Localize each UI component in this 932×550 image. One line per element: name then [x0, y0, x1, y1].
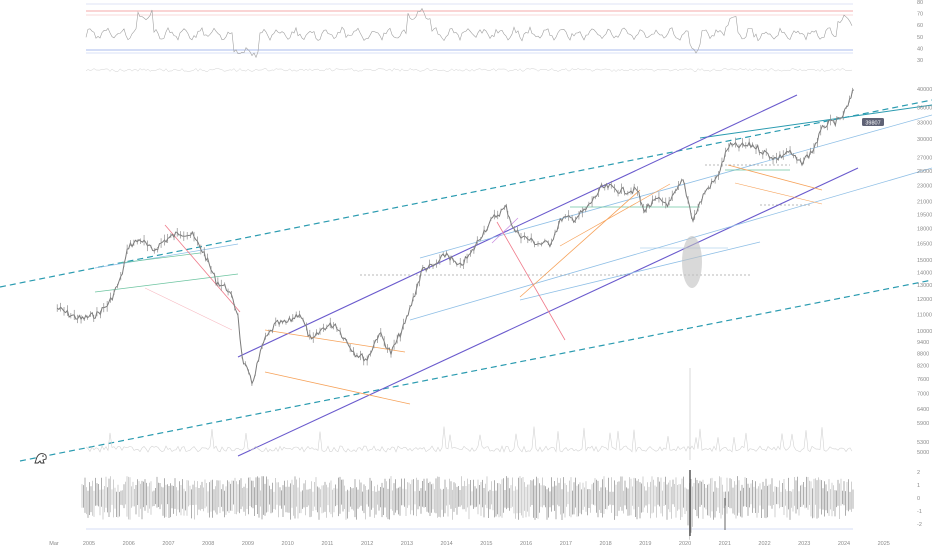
- time-tick-label: 2009: [242, 541, 254, 547]
- pink-decline-2007b[interactable]: [144, 287, 233, 331]
- histogram-tick-label: 1: [917, 483, 920, 489]
- price-tick-label: 7000: [917, 391, 929, 397]
- time-axis-labels: Mar 2005 2006 2007 2008 2009 2010 2011 2012 2013 2…: [49, 541, 890, 547]
- time-tick-label: 2021: [719, 541, 731, 547]
- purple-channel-lower[interactable]: [237, 167, 859, 457]
- time-tick-label: 2012: [361, 541, 373, 547]
- histogram-axis-labels: 2 1 0 -1 -2: [917, 470, 922, 528]
- price-tick-label: 21000: [917, 199, 932, 205]
- price-tick-label: 9400: [917, 340, 929, 346]
- time-tick-label: 2006: [123, 541, 135, 547]
- price-tick-label: 40000: [917, 87, 932, 93]
- blue-trend-3[interactable]: [519, 241, 761, 301]
- price-tick-label: 16500: [917, 242, 932, 248]
- price-tick-label: 27000: [917, 156, 932, 162]
- orange-channel-2010-upper[interactable]: [264, 329, 406, 353]
- time-tick-label: 2022: [758, 541, 770, 547]
- histogram-tick-label: -1: [917, 509, 922, 515]
- oscillator-axis-labels: 80 70 60 50 40 30: [917, 0, 923, 64]
- time-tick-label: 2017: [560, 541, 572, 547]
- main-price-panel: 39807 40000 36000 33000 30000 27000 25000 2300…: [0, 87, 932, 462]
- osc-tick-label: 80: [917, 0, 923, 6]
- green-trend-2006[interactable]: [94, 273, 239, 293]
- time-tick-label: 2023: [798, 541, 810, 547]
- time-tick-label: 2025: [878, 541, 890, 547]
- orange-channel-2021-lower[interactable]: [734, 182, 823, 205]
- price-tick-label: 15000: [917, 258, 932, 264]
- price-tick-label: 5000: [917, 450, 929, 456]
- orange-channel-2016-upper[interactable]: [559, 183, 671, 247]
- histogram-tick-label: 0: [917, 496, 920, 502]
- osc-tick-label: 60: [917, 23, 923, 29]
- current-price-text: 39807: [865, 121, 880, 127]
- volume-line: [85, 426, 853, 453]
- price-tick-label: 12000: [917, 297, 932, 303]
- time-tick-label: 2015: [480, 541, 492, 547]
- price-tick-label: 30000: [917, 137, 932, 143]
- orange-channel-2016-lower[interactable]: [519, 189, 641, 298]
- time-tick-label: 2024: [838, 541, 850, 547]
- price-axis-labels: 40000 36000 33000 30000 27000 25000 23000 21000…: [917, 87, 932, 456]
- price-tick-label: 7600: [917, 377, 929, 383]
- time-tick-label: 2007: [162, 541, 174, 547]
- price-series-line: [56, 89, 855, 386]
- price-tick-label: 18000: [917, 226, 932, 232]
- price-tick-label: 13000: [917, 283, 932, 289]
- price-tick-label: 5300: [917, 440, 929, 446]
- time-tick-label: 2013: [401, 541, 413, 547]
- osc-tick-label: 50: [917, 35, 923, 41]
- current-price-badge: [862, 118, 884, 126]
- blue-trend-2[interactable]: [409, 167, 932, 321]
- price-tick-label: 36000: [917, 105, 932, 111]
- time-tick-label: 2010: [282, 541, 294, 547]
- green-trend-2006b[interactable]: [119, 252, 201, 264]
- violet-touch-2015[interactable]: [491, 217, 519, 244]
- orange-channel-2010-lower[interactable]: [264, 371, 411, 405]
- tradingview-dino-icon[interactable]: [34, 453, 47, 464]
- oscillator-lower-line: [85, 68, 853, 72]
- outer-channel-lower-dashed[interactable]: [19, 279, 932, 462]
- time-tick-label: 2018: [599, 541, 611, 547]
- price-tick-label: 19500: [917, 212, 932, 218]
- price-candles: [56, 87, 853, 386]
- osc-tick-label: 30: [917, 58, 923, 64]
- histogram-tick-label: 2: [917, 470, 920, 476]
- pink-decline-2015[interactable]: [496, 221, 566, 341]
- price-tick-label: 23000: [917, 184, 932, 190]
- price-tick-label: 11000: [917, 312, 932, 318]
- time-tick-label: 2016: [520, 541, 532, 547]
- orange-channel-2021-upper[interactable]: [727, 164, 823, 191]
- osc-tick-label: 70: [917, 12, 923, 18]
- purple-channel-upper[interactable]: [237, 94, 798, 358]
- time-tick-label: 2020: [679, 541, 691, 547]
- outer-channel-mid-line[interactable]: [699, 104, 932, 139]
- covid-crash-highlight[interactable]: [682, 236, 702, 288]
- blue-trend-1[interactable]: [419, 114, 932, 259]
- time-tick-label: 2008: [202, 541, 214, 547]
- price-tick-label: 33000: [917, 121, 932, 127]
- osc-tick-label: 40: [917, 46, 923, 52]
- outer-channel-upper-dashed[interactable]: [0, 99, 932, 288]
- bottom-histogram-panel: 2 1 0 -1 -2: [81, 470, 922, 540]
- time-tick-label: Mar: [49, 541, 59, 547]
- price-tick-label: 5900: [917, 421, 929, 427]
- time-tick-label: 2019: [639, 541, 651, 547]
- time-tick-label: 2011: [322, 541, 334, 547]
- oscillator-line: [85, 7, 853, 59]
- price-tick-label: 25000: [917, 169, 932, 175]
- histogram-tick-label: -2: [917, 522, 922, 528]
- histogram-bars: [81, 470, 854, 540]
- pink-decline-2007[interactable]: [164, 224, 241, 313]
- time-tick-label: 2014: [441, 541, 453, 547]
- price-tick-label: 8800: [917, 351, 929, 357]
- blue-trend-2006[interactable]: [94, 243, 239, 269]
- price-tick-label: 8200: [917, 364, 929, 370]
- price-tick-label: 10000: [917, 329, 932, 335]
- price-tick-label: 14000: [917, 270, 932, 276]
- top-oscillator-panel: 80 70 60 50 40 30: [85, 0, 923, 72]
- price-tick-label: 6400: [917, 407, 929, 413]
- time-tick-label: 2005: [83, 541, 95, 547]
